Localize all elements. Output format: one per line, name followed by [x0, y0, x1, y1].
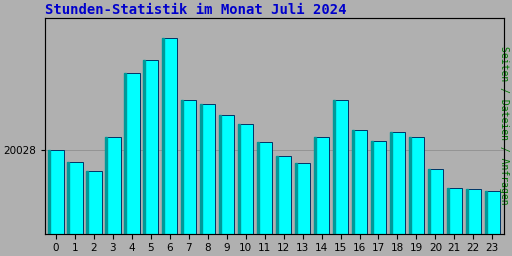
- Bar: [466, 189, 467, 256]
- Bar: [371, 141, 386, 256]
- Bar: [162, 38, 164, 256]
- Bar: [162, 38, 178, 256]
- Bar: [295, 163, 310, 256]
- Bar: [200, 104, 202, 256]
- Bar: [447, 188, 449, 256]
- Bar: [181, 100, 183, 256]
- Y-axis label: Seiten / Dateien / Anfragen: Seiten / Dateien / Anfragen: [499, 46, 509, 205]
- Bar: [143, 60, 159, 256]
- Bar: [428, 169, 430, 256]
- Bar: [333, 100, 348, 256]
- Bar: [68, 162, 82, 256]
- Bar: [143, 60, 145, 256]
- Bar: [390, 132, 392, 256]
- Text: Stunden-Statistik im Monat Juli 2024: Stunden-Statistik im Monat Juli 2024: [45, 3, 346, 17]
- Bar: [276, 156, 291, 256]
- Bar: [87, 172, 101, 256]
- Bar: [219, 115, 221, 256]
- Bar: [485, 191, 500, 256]
- Bar: [181, 100, 197, 256]
- Bar: [49, 150, 63, 256]
- Bar: [105, 137, 120, 256]
- Bar: [314, 137, 316, 256]
- Bar: [238, 124, 253, 256]
- Bar: [200, 104, 216, 256]
- Bar: [87, 172, 89, 256]
- Bar: [333, 100, 335, 256]
- Bar: [352, 130, 354, 256]
- Bar: [428, 169, 443, 256]
- Bar: [257, 142, 259, 256]
- Bar: [238, 124, 240, 256]
- Bar: [68, 162, 70, 256]
- Bar: [49, 150, 51, 256]
- Bar: [124, 73, 139, 256]
- Bar: [485, 191, 487, 256]
- Bar: [105, 137, 108, 256]
- Bar: [257, 142, 272, 256]
- Bar: [314, 137, 329, 256]
- Bar: [447, 188, 462, 256]
- Bar: [124, 73, 126, 256]
- Bar: [352, 130, 367, 256]
- Bar: [390, 132, 405, 256]
- Bar: [295, 163, 297, 256]
- Bar: [276, 156, 278, 256]
- Bar: [371, 141, 373, 256]
- Bar: [409, 137, 411, 256]
- Bar: [409, 137, 424, 256]
- Bar: [219, 115, 234, 256]
- Bar: [466, 189, 481, 256]
